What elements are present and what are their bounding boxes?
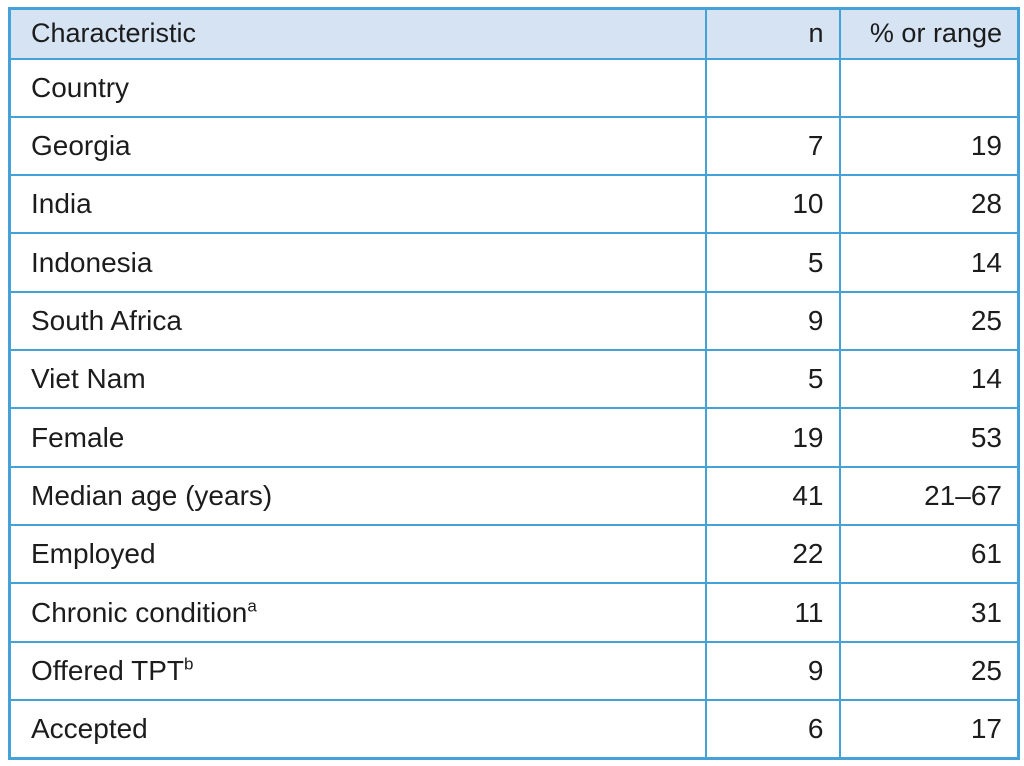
cell-n: 10 <box>704 174 841 235</box>
row-label: Offered TPT <box>31 654 185 686</box>
cell-label: Offered TPTb <box>8 640 707 702</box>
column-header-pct-or-range: % or range <box>838 7 1020 60</box>
table-row: Median age (years) 41 21–67 <box>8 465 1020 527</box>
cell-pct: 19 <box>838 115 1020 177</box>
row-label: Median age (years) <box>31 479 273 511</box>
cell-label: Chronic conditiona <box>8 582 707 643</box>
row-label: Female <box>31 421 125 453</box>
cell-n: 11 <box>704 582 841 643</box>
cell-pct: 17 <box>838 699 1020 760</box>
cell-pct: 14 <box>838 349 1020 410</box>
table-row: Offered TPTb 9 25 <box>8 640 1020 702</box>
table-row: Georgia 7 19 <box>8 115 1020 177</box>
cell-n: 41 <box>704 465 841 527</box>
cell-n: 19 <box>704 407 841 468</box>
row-label: Georgia <box>31 129 131 161</box>
cell-n: 6 <box>704 699 841 760</box>
cell-label: Indonesia <box>8 232 707 293</box>
cell-label: Female <box>8 407 707 468</box>
cell-n: 5 <box>704 232 841 293</box>
cell-pct: 31 <box>838 582 1020 643</box>
table-row: Female 19 53 <box>8 407 1020 468</box>
cell-pct: 28 <box>838 174 1020 235</box>
cell-pct: 25 <box>838 640 1020 702</box>
row-label: Chronic condition <box>31 596 248 628</box>
cell-pct: 21–67 <box>838 465 1020 527</box>
cell-label: Viet Nam <box>8 349 707 410</box>
cell-label: India <box>8 174 707 235</box>
cell-label: Country <box>8 57 707 118</box>
row-label: Accepted <box>31 713 148 745</box>
cell-label: South Africa <box>8 290 707 352</box>
characteristics-table: Characteristic n % or range Country Geor… <box>8 7 1020 760</box>
cell-n: 9 <box>704 290 841 352</box>
row-label: Viet Nam <box>31 363 146 395</box>
cell-label: Employed <box>8 524 707 585</box>
row-label: Indonesia <box>31 246 153 278</box>
cell-n: 22 <box>704 524 841 585</box>
table-row: Country <box>8 57 1020 118</box>
cell-n: 9 <box>704 640 841 702</box>
table-row: India 10 28 <box>8 174 1020 235</box>
table-row: Accepted 6 17 <box>8 699 1020 760</box>
cell-pct: 61 <box>838 524 1020 585</box>
footnote-mark: b <box>184 654 194 674</box>
header-row: Characteristic n % or range <box>8 7 1020 60</box>
row-label: India <box>31 188 92 220</box>
row-label: Employed <box>31 538 156 570</box>
row-label: South Africa <box>31 304 182 336</box>
table-row: Viet Nam 5 14 <box>8 349 1020 410</box>
table-row: Chronic conditiona 11 31 <box>8 582 1020 643</box>
cell-label: Median age (years) <box>8 465 707 527</box>
cell-pct: 14 <box>838 232 1020 293</box>
row-label: Country <box>31 71 130 103</box>
table-row: Employed 22 61 <box>8 524 1020 585</box>
cell-n: 5 <box>704 349 841 410</box>
footnote-mark: a <box>247 596 257 616</box>
cell-pct: 25 <box>838 290 1020 352</box>
cell-label: Georgia <box>8 115 707 177</box>
column-header-characteristic: Characteristic <box>8 7 707 60</box>
table-row: South Africa 9 25 <box>8 290 1020 352</box>
cell-pct: 53 <box>838 407 1020 468</box>
cell-n: 7 <box>704 115 841 177</box>
cell-n <box>704 57 841 118</box>
table-row: Indonesia 5 14 <box>8 232 1020 293</box>
column-header-n: n <box>704 7 841 60</box>
cell-label: Accepted <box>8 699 707 760</box>
cell-pct <box>838 57 1020 118</box>
